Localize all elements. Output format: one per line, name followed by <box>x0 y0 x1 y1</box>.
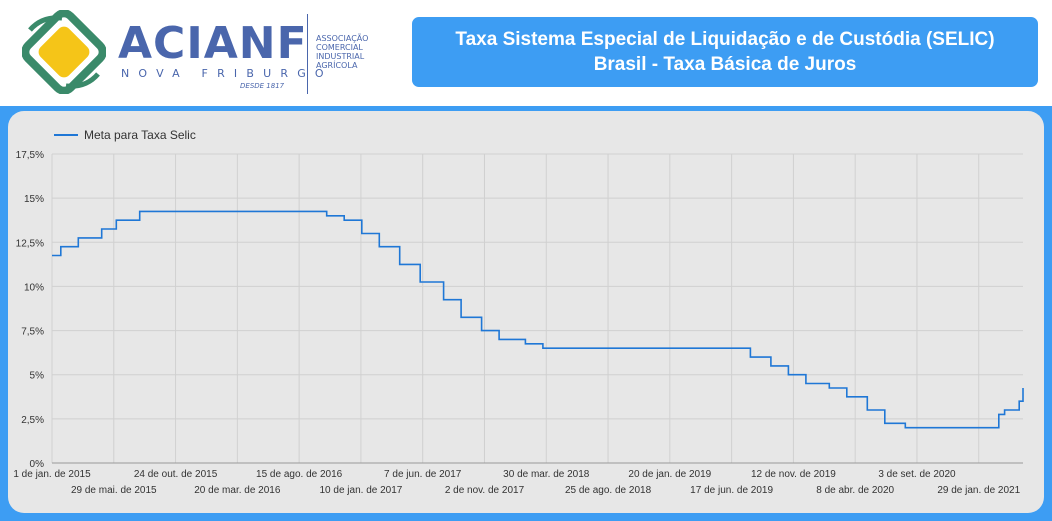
brand-city: NOVA FRIBURGO <box>121 67 333 80</box>
x-tick-label: 7 de jun. de 2017 <box>384 469 462 480</box>
x-tick-label: 12 de nov. de 2019 <box>751 469 836 480</box>
y-tick-label: 2,5% <box>21 415 44 426</box>
chart-title: Taxa Sistema Especial de Liquidação e de… <box>455 29 995 50</box>
x-tick-label: 10 de jan. de 2017 <box>319 485 402 496</box>
header-banner: ACIANF NOVA FRIBURGO DESDE 1817 ASSOCIAÇ… <box>0 0 1052 106</box>
y-tick-label: 10% <box>24 282 44 293</box>
brand-name: ACIANF <box>118 18 308 69</box>
y-tick-label: 5% <box>30 371 45 382</box>
acianf-logo-icon <box>22 10 106 94</box>
x-tick-label: 29 de mai. de 2015 <box>71 485 157 496</box>
x-tick-label: 2 de nov. de 2017 <box>445 485 525 496</box>
x-tick-label: 30 de mar. de 2018 <box>503 469 590 480</box>
series-line-0 <box>52 210 1024 429</box>
y-tick-label: 12,5% <box>16 238 44 249</box>
association-line: ASSOCIAÇÃO <box>316 34 369 43</box>
brand-since: DESDE 1817 <box>240 82 285 90</box>
grid-layer <box>51 153 1023 464</box>
association-line: AGRÍCOLA <box>316 61 358 70</box>
chart-title-box: Taxa Sistema Especial de Liquidação e de… <box>409 14 1041 90</box>
chart-subtitle: Brasil - Taxa Básica de Juros <box>593 54 857 75</box>
chart-panel <box>8 111 1044 513</box>
x-tick-label: 24 de out. de 2015 <box>134 469 218 480</box>
x-tick-label: 20 de mar. de 2016 <box>194 485 281 496</box>
x-tick-label: 8 de abr. de 2020 <box>816 485 894 496</box>
brand-divider <box>307 14 308 94</box>
x-tick-label: 29 de jan. de 2021 <box>937 485 1020 496</box>
x-tick-label: 25 de ago. de 2018 <box>565 485 652 496</box>
association-line: COMERCIAL <box>316 43 363 52</box>
y-tick-label: 17,5% <box>16 150 44 161</box>
y-tick-label: 7,5% <box>21 327 44 338</box>
y-tick-label: 15% <box>24 194 44 205</box>
association-text: ASSOCIAÇÃO COMERCIAL INDUSTRIAL AGRÍCOLA <box>316 34 368 70</box>
x-tick-label: 20 de jan. de 2019 <box>628 469 711 480</box>
chart-legend: Meta para Taxa Selic <box>54 128 196 142</box>
legend-label: Meta para Taxa Selic <box>84 128 196 142</box>
series-layer <box>52 210 1024 429</box>
y-tick-label: 0% <box>30 459 45 470</box>
x-tick-label: 3 de set. de 2020 <box>878 469 956 480</box>
axis-layer: 1 de jan. de 2015 29 de mai. de 2015 24 de… <box>13 150 1023 496</box>
association-line: INDUSTRIAL <box>316 52 365 61</box>
x-tick-label: 1 de jan. de 2015 <box>13 469 91 480</box>
x-tick-label: 17 de jun. de 2019 <box>690 485 773 496</box>
x-tick-label: 15 de ago. de 2016 <box>256 469 343 480</box>
